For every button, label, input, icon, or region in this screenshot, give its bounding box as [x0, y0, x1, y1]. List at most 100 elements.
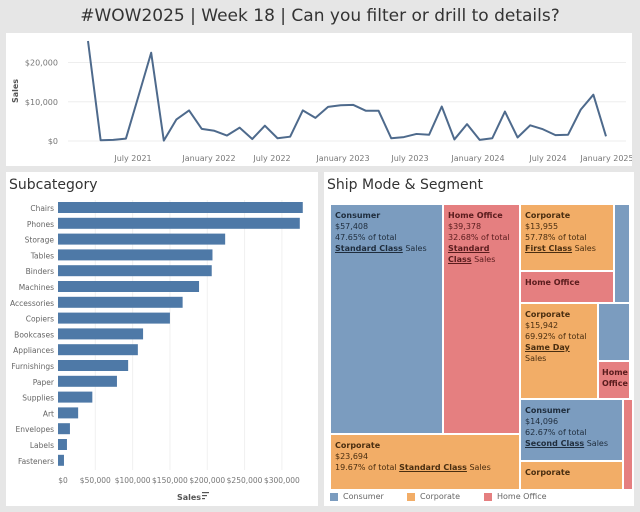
category-label[interactable]: Machines — [19, 283, 54, 292]
legend-item-home-office[interactable]: Home Office — [484, 492, 561, 501]
bar-supplies[interactable] — [58, 391, 93, 403]
line-point[interactable] — [377, 109, 380, 112]
ship-mode-link[interactable]: Standard Class — [335, 244, 403, 253]
line-point[interactable] — [364, 109, 367, 112]
line-point[interactable] — [415, 132, 418, 135]
bar-chairs[interactable] — [58, 202, 303, 213]
bar-appliances[interactable] — [58, 344, 138, 356]
line-point[interactable] — [289, 135, 292, 138]
bar-fasteners[interactable] — [58, 454, 64, 466]
treemap-cell-home-office[interactable]: Home Office — [520, 271, 614, 303]
line-point[interactable] — [301, 109, 304, 112]
line-point[interactable] — [605, 135, 608, 138]
line-point[interactable] — [579, 108, 582, 111]
category-label[interactable]: Art — [43, 409, 54, 418]
bar-furnishings[interactable] — [58, 360, 129, 371]
treemap-cell[interactable] — [623, 399, 633, 490]
legend-item-corporate[interactable]: Corporate — [407, 492, 484, 501]
line-point[interactable] — [112, 138, 115, 141]
ship-mode-link[interactable]: First Class — [525, 244, 573, 253]
category-label[interactable]: Paper — [33, 378, 55, 387]
treemap-cell[interactable] — [614, 204, 630, 303]
bar-machines[interactable] — [58, 281, 200, 292]
bar-art[interactable] — [58, 407, 79, 419]
bar-bookcases[interactable] — [58, 328, 144, 340]
category-label[interactable]: Tables — [30, 251, 54, 260]
line-point[interactable] — [516, 136, 519, 139]
bar-labels[interactable] — [58, 439, 67, 450]
bar-binders[interactable] — [58, 265, 212, 277]
category-label[interactable]: Binders — [26, 267, 54, 276]
line-point[interactable] — [137, 94, 140, 97]
bar-envelopes[interactable] — [58, 423, 70, 435]
category-label[interactable]: Phones — [27, 220, 54, 229]
line-point[interactable] — [541, 128, 544, 131]
treemap-cell-corporate[interactable]: Corporate $23,694 19.67% of total Standard… — [330, 434, 520, 490]
line-point[interactable] — [466, 123, 469, 126]
line-point[interactable] — [491, 137, 494, 140]
sales-line[interactable] — [87, 40, 607, 142]
line-point[interactable] — [352, 103, 355, 106]
category-label[interactable]: Supplies — [22, 394, 54, 403]
ship-mode-link[interactable]: Standard Class — [448, 244, 490, 264]
bar-phones[interactable] — [58, 217, 300, 229]
line-point[interactable] — [428, 133, 431, 136]
category-label[interactable]: Appliances — [13, 346, 54, 355]
ship-mode-link[interactable]: Same Day — [525, 343, 570, 352]
category-label[interactable]: Bookcases — [14, 330, 54, 339]
treemap-cell-corporate[interactable]: Corporate $13,955 57.78% of total First Cl… — [520, 204, 614, 271]
sort-descending-icon[interactable] — [202, 492, 209, 500]
line-point[interactable] — [99, 139, 102, 142]
sales-line-chart[interactable]: $0 $10,000 $20,000 Sales July 2021 January 20… — [6, 33, 634, 166]
subcategory-bar-chart[interactable]: $0 $50,000 $100,000 $150,000 $200,000 $250,00… — [6, 172, 318, 506]
line-point[interactable] — [175, 118, 178, 121]
treemap-cell-corporate[interactable]: Corporate — [520, 461, 623, 490]
category-label[interactable]: Envelopes — [16, 425, 55, 434]
line-point[interactable] — [567, 133, 570, 136]
line-point[interactable] — [162, 139, 165, 142]
category-label[interactable]: Copiers — [26, 315, 54, 324]
line-point[interactable] — [327, 105, 330, 108]
treemap-cell-consumer[interactable]: Consumer $57,408 47.65% of total Standard … — [330, 204, 443, 434]
line-point[interactable] — [124, 137, 127, 140]
line-point[interactable] — [453, 138, 456, 141]
category-label[interactable]: Furnishings — [11, 362, 54, 371]
line-point[interactable] — [200, 127, 203, 130]
line-point[interactable] — [238, 126, 241, 129]
treemap-cell-corporate[interactable]: Corporate $15,942 69.92% of total Same Day… — [520, 303, 598, 399]
line-point[interactable] — [213, 129, 216, 132]
treemap-cell-home-office[interactable]: Home Office — [598, 361, 630, 399]
line-point[interactable] — [554, 134, 557, 137]
ship-mode-link[interactable]: Second Class — [525, 439, 585, 448]
category-label[interactable]: Storage — [25, 236, 55, 245]
line-point[interactable] — [188, 109, 191, 112]
bar-storage[interactable] — [58, 233, 226, 245]
line-point[interactable] — [592, 93, 595, 96]
line-point[interactable] — [440, 105, 443, 108]
line-point[interactable] — [276, 137, 279, 140]
legend-item-consumer[interactable]: Consumer — [330, 492, 407, 501]
line-point[interactable] — [150, 51, 153, 54]
category-label[interactable]: Chairs — [30, 204, 54, 213]
line-point[interactable] — [390, 137, 393, 140]
line-point[interactable] — [402, 136, 405, 139]
category-label[interactable]: Fasteners — [18, 457, 54, 466]
line-point[interactable] — [339, 104, 342, 107]
category-label[interactable]: Accessories — [10, 299, 54, 308]
line-point[interactable] — [529, 124, 532, 127]
bar-paper[interactable] — [58, 375, 117, 387]
treemap-cell[interactable] — [598, 303, 630, 361]
bar-tables[interactable] — [58, 249, 213, 261]
line-point[interactable] — [225, 134, 228, 137]
line-point[interactable] — [251, 138, 254, 141]
treemap-cell-consumer[interactable]: Consumer $14,096 62.67% of total Second Cl… — [520, 399, 623, 461]
bar-accessories[interactable] — [58, 296, 183, 308]
line-point[interactable] — [503, 110, 506, 113]
line-point[interactable] — [314, 116, 317, 119]
category-label[interactable]: Labels — [30, 441, 54, 450]
line-point[interactable] — [263, 124, 266, 127]
bar-copiers[interactable] — [58, 312, 170, 324]
line-point[interactable] — [87, 39, 90, 42]
line-point[interactable] — [478, 138, 481, 141]
ship-mode-link[interactable]: Standard Class — [399, 463, 467, 472]
